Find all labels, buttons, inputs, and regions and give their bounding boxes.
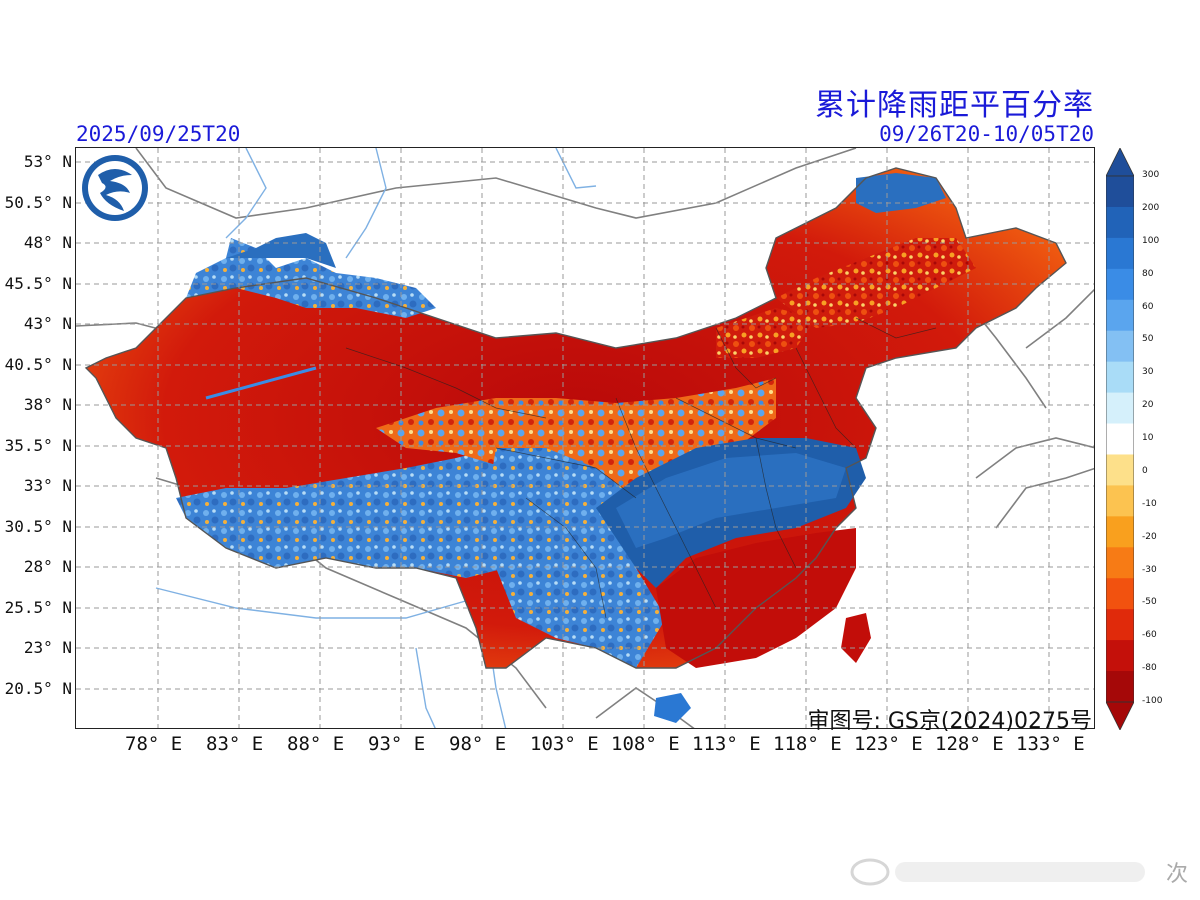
longitude-label: 98° E xyxy=(449,733,507,755)
colorbar-tick-label: 30 xyxy=(1142,367,1154,378)
watermark-text: 次 xyxy=(1166,862,1189,887)
colorbar-tick-label: -20 xyxy=(1142,531,1157,542)
colorbar-segment xyxy=(1106,547,1134,579)
colorbar-segment xyxy=(1106,237,1134,270)
longitude-label: 118° E xyxy=(773,733,842,755)
colorbar-tick-label: -80 xyxy=(1142,663,1157,674)
colorbar-tick-label: 20 xyxy=(1142,400,1154,411)
china-border xyxy=(84,167,1067,669)
valid-period: 09/26T20-10/05T20 xyxy=(879,122,1094,146)
latitude-label: 38° N xyxy=(23,395,72,414)
colorbar-segment xyxy=(1106,454,1134,486)
colorbar-tick-label: 300 xyxy=(1142,170,1160,180)
latitude-label: 25.5° N xyxy=(4,598,72,617)
colorbar-segment xyxy=(1106,423,1134,455)
colorbar-extend-min xyxy=(1106,701,1134,730)
colorbar-tick-label: -100 xyxy=(1142,696,1163,706)
colorbar-segment xyxy=(1106,640,1134,672)
latitude-label: 30.5° N xyxy=(4,517,72,536)
colorbar-tick-label: 50 xyxy=(1142,334,1154,345)
colorbar-tick-label: 0 xyxy=(1142,465,1148,476)
latitude-label: 23° N xyxy=(23,638,72,657)
latitude-label: 50.5° N xyxy=(4,193,72,212)
colorbar xyxy=(1106,148,1134,730)
longitude-label: 83° E xyxy=(206,733,264,755)
latitude-label: 40.5° N xyxy=(4,355,72,374)
colorbar-tick-label: 100 xyxy=(1142,235,1160,246)
colorbar-segment xyxy=(1106,299,1134,332)
longitude-label: 108° E xyxy=(611,733,680,755)
latitude-label: 43° N xyxy=(23,314,72,333)
map-canvas xyxy=(76,148,1094,728)
colorbar-segment xyxy=(1106,361,1134,394)
graticule xyxy=(76,148,1094,728)
longitude-label: 123° E xyxy=(854,733,923,755)
colorbar-tick-label: -60 xyxy=(1142,630,1157,641)
colorbar-tick-label: 200 xyxy=(1142,202,1160,213)
init-time: 2025/09/25T20 xyxy=(76,122,241,146)
longitude-label: 113° E xyxy=(692,733,761,755)
longitude-label: 88° E xyxy=(287,733,345,755)
colorbar-segment xyxy=(1106,206,1134,239)
longitude-label: 128° E xyxy=(935,733,1004,755)
colorbar-tick-label: -10 xyxy=(1142,498,1157,509)
colorbar-tick-label: 60 xyxy=(1142,301,1154,312)
colorbar-tick-label: -30 xyxy=(1142,564,1157,575)
weibo-watermark-icon xyxy=(850,858,1145,886)
colorbar-tick-label: -50 xyxy=(1142,597,1157,608)
colorbar-tick-label: 10 xyxy=(1142,433,1154,443)
longitude-label: 78° E xyxy=(125,733,183,755)
weather-agency-logo-icon xyxy=(82,155,148,221)
colorbar-segment xyxy=(1106,176,1134,208)
colorbar-extend-max xyxy=(1106,148,1134,177)
longitude-label: 103° E xyxy=(530,733,599,755)
colorbar-segment xyxy=(1106,516,1134,548)
latitude-label: 48° N xyxy=(23,233,72,252)
latitude-label: 28° N xyxy=(23,557,72,576)
latitude-label: 20.5° N xyxy=(4,679,72,698)
latitude-label: 45.5° N xyxy=(4,274,72,293)
map-approval-number: 审图号: GS京(2024)0275号 xyxy=(807,709,1092,734)
colorbar-tick-label: 80 xyxy=(1142,268,1154,279)
colorbar-segment xyxy=(1106,330,1134,363)
latitude-label: 33° N xyxy=(23,476,72,495)
colorbar-segment xyxy=(1106,609,1134,641)
colorbar-segment xyxy=(1106,671,1134,703)
colorbar-segment xyxy=(1106,578,1134,610)
colorbar-segment xyxy=(1106,485,1134,517)
latitude-label: 35.5° N xyxy=(4,436,72,455)
map-frame[interactable] xyxy=(75,147,1095,729)
latitude-label: 53° N xyxy=(23,152,72,171)
longitude-label: 93° E xyxy=(368,733,426,755)
colorbar-segment xyxy=(1106,268,1134,301)
colorbar-segment xyxy=(1106,392,1134,425)
map-title: 累计降雨距平百分率 xyxy=(815,88,1094,123)
longitude-label: 133° E xyxy=(1016,733,1085,755)
